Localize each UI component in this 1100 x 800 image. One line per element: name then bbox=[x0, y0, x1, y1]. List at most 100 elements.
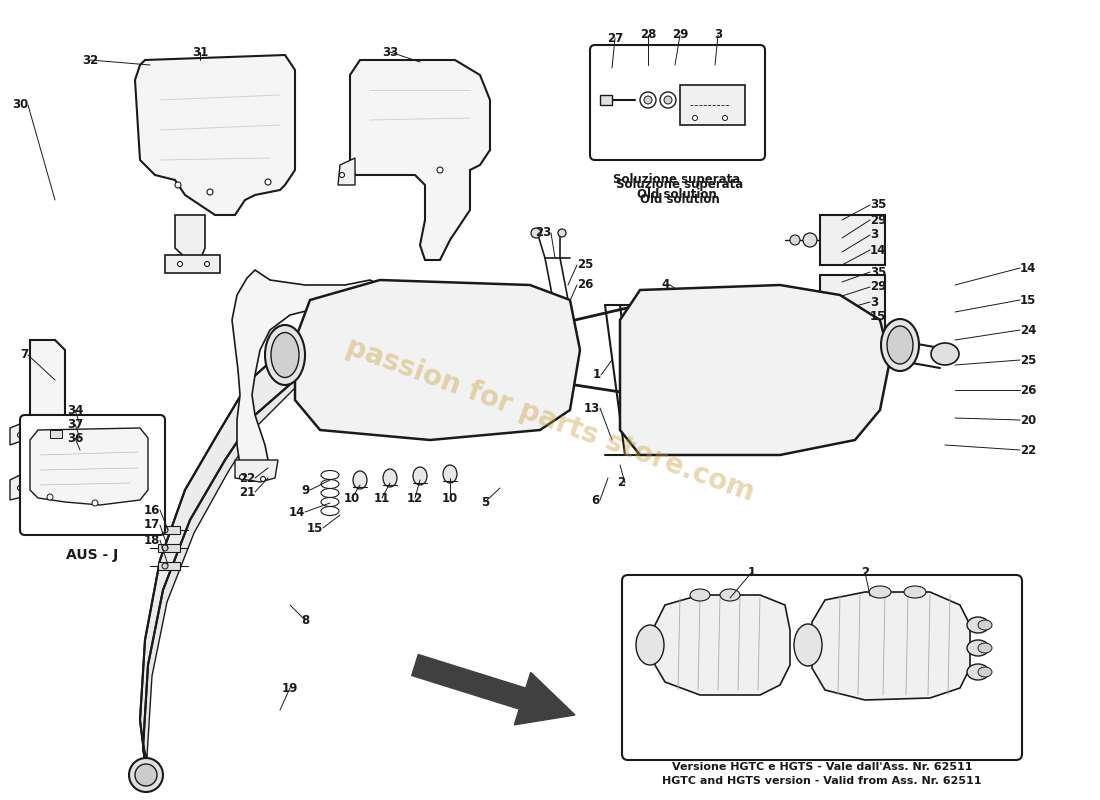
Text: 11: 11 bbox=[374, 491, 390, 505]
Polygon shape bbox=[135, 55, 295, 215]
Ellipse shape bbox=[790, 297, 800, 307]
Ellipse shape bbox=[664, 96, 672, 104]
Bar bbox=[666, 295, 711, 325]
Text: 37: 37 bbox=[67, 418, 84, 430]
Ellipse shape bbox=[321, 470, 339, 479]
Text: 15: 15 bbox=[307, 522, 323, 534]
Text: 29: 29 bbox=[870, 214, 887, 226]
Polygon shape bbox=[140, 340, 295, 780]
Ellipse shape bbox=[162, 545, 168, 551]
Text: 7: 7 bbox=[20, 349, 28, 362]
Polygon shape bbox=[350, 60, 490, 260]
Ellipse shape bbox=[265, 179, 271, 185]
Ellipse shape bbox=[18, 486, 22, 490]
Text: 2: 2 bbox=[617, 477, 625, 490]
Text: 5: 5 bbox=[481, 495, 490, 509]
Ellipse shape bbox=[129, 758, 163, 792]
Text: 12: 12 bbox=[407, 491, 424, 505]
Text: 10: 10 bbox=[442, 491, 458, 505]
Ellipse shape bbox=[904, 586, 926, 598]
Ellipse shape bbox=[790, 235, 800, 245]
Text: Soluzione superata
Old solution: Soluzione superata Old solution bbox=[614, 173, 740, 201]
Ellipse shape bbox=[967, 640, 989, 656]
Ellipse shape bbox=[967, 617, 989, 633]
Bar bbox=[158, 544, 180, 552]
Ellipse shape bbox=[978, 643, 992, 653]
Ellipse shape bbox=[437, 167, 443, 173]
Text: 6: 6 bbox=[592, 494, 600, 506]
Ellipse shape bbox=[340, 173, 344, 178]
Text: 3: 3 bbox=[870, 295, 878, 309]
Text: Soluzione superata
Old solution: Soluzione superata Old solution bbox=[616, 178, 744, 206]
Ellipse shape bbox=[261, 477, 265, 482]
Polygon shape bbox=[142, 368, 295, 785]
FancyBboxPatch shape bbox=[621, 575, 1022, 760]
Text: 19: 19 bbox=[282, 682, 298, 694]
Text: 14: 14 bbox=[1020, 262, 1036, 274]
Ellipse shape bbox=[162, 563, 168, 569]
Text: 15: 15 bbox=[870, 310, 887, 323]
Text: 31: 31 bbox=[191, 46, 208, 58]
Text: 35: 35 bbox=[870, 266, 887, 278]
Text: 33: 33 bbox=[382, 46, 398, 58]
Ellipse shape bbox=[47, 494, 53, 500]
Text: 26: 26 bbox=[578, 278, 593, 291]
Text: 14: 14 bbox=[870, 243, 887, 257]
Text: 30: 30 bbox=[12, 98, 28, 111]
Polygon shape bbox=[10, 470, 30, 500]
FancyBboxPatch shape bbox=[590, 45, 764, 160]
Text: AUS - J: AUS - J bbox=[66, 548, 118, 562]
Text: 21: 21 bbox=[239, 486, 255, 498]
Ellipse shape bbox=[803, 233, 817, 247]
Ellipse shape bbox=[636, 625, 664, 665]
Ellipse shape bbox=[92, 500, 98, 506]
Text: HGTC and HGTS version - Valid from Ass. Nr. 62511: HGTC and HGTS version - Valid from Ass. … bbox=[662, 776, 981, 786]
Ellipse shape bbox=[931, 343, 959, 365]
Ellipse shape bbox=[887, 326, 913, 364]
Polygon shape bbox=[812, 592, 970, 700]
Text: 22: 22 bbox=[1020, 443, 1036, 457]
Text: 3: 3 bbox=[714, 29, 722, 42]
Polygon shape bbox=[175, 215, 205, 260]
Text: 10: 10 bbox=[344, 491, 360, 505]
Text: 35: 35 bbox=[870, 198, 887, 211]
Polygon shape bbox=[232, 270, 390, 475]
Text: 4: 4 bbox=[662, 278, 670, 291]
Text: 8: 8 bbox=[301, 614, 309, 626]
Bar bbox=[680, 85, 745, 125]
Text: 1: 1 bbox=[593, 369, 601, 382]
Ellipse shape bbox=[803, 295, 817, 309]
Text: 32: 32 bbox=[81, 54, 98, 66]
Ellipse shape bbox=[654, 412, 666, 422]
Ellipse shape bbox=[558, 229, 566, 237]
Ellipse shape bbox=[240, 474, 244, 479]
Ellipse shape bbox=[881, 319, 918, 371]
Text: 22: 22 bbox=[239, 471, 255, 485]
Ellipse shape bbox=[531, 228, 541, 238]
Polygon shape bbox=[620, 285, 890, 455]
Text: 29: 29 bbox=[870, 281, 887, 294]
Ellipse shape bbox=[207, 189, 213, 195]
Text: passion for parts store.com: passion for parts store.com bbox=[342, 333, 758, 507]
Bar bbox=[165, 255, 220, 273]
Ellipse shape bbox=[978, 667, 992, 677]
Ellipse shape bbox=[321, 489, 339, 498]
Polygon shape bbox=[654, 595, 790, 695]
Polygon shape bbox=[10, 420, 30, 445]
Text: 3: 3 bbox=[870, 229, 878, 242]
Text: 17: 17 bbox=[144, 518, 159, 531]
FancyArrow shape bbox=[411, 654, 575, 725]
Text: 2: 2 bbox=[861, 566, 869, 578]
Ellipse shape bbox=[175, 182, 182, 188]
Bar bbox=[158, 526, 180, 534]
Bar bbox=[158, 562, 180, 570]
Bar bbox=[50, 430, 62, 438]
Text: 36: 36 bbox=[67, 431, 84, 445]
Ellipse shape bbox=[177, 262, 183, 266]
Polygon shape bbox=[295, 280, 580, 440]
Ellipse shape bbox=[383, 469, 397, 487]
Ellipse shape bbox=[18, 433, 22, 438]
Bar bbox=[820, 275, 886, 330]
Text: 26: 26 bbox=[1020, 383, 1036, 397]
Ellipse shape bbox=[265, 325, 305, 385]
